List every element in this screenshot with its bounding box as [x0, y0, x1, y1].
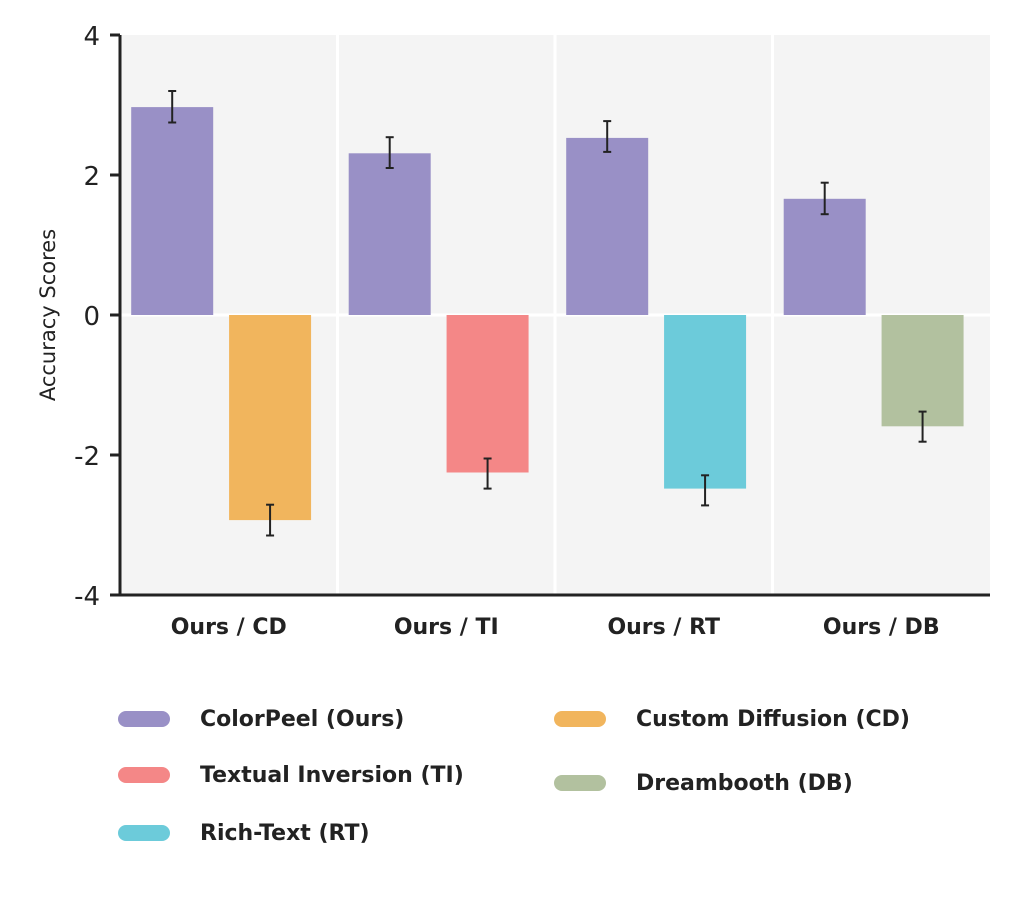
y-tick-label-4: 4: [83, 22, 100, 52]
bar-ours-db-colorpeel-ours: [783, 198, 866, 315]
x-tick-label-ours-cd: Ours / CD: [171, 615, 287, 640]
bar-ours-cd-colorpeel-ours: [131, 107, 214, 315]
bar-ours-rt-colorpeel-ours: [566, 137, 649, 315]
bar-ours-ti-textual-inversion-ti: [446, 315, 529, 473]
x-tick-label-ours-ti: Ours / TI: [394, 615, 499, 640]
bar-ours-rt-rich-text-rt: [664, 315, 747, 489]
labels: Ours / CD Ours / TI Ours / RT Ours / DB 4 2 0 -…: [74, 22, 940, 640]
x-tick-label-ours-rt: Ours / RT: [607, 615, 720, 640]
x-tick-label-ours-db: Ours / DB: [823, 615, 940, 640]
y-tick-label-0: 0: [83, 302, 100, 332]
bars: [131, 90, 964, 537]
bar-ours-db-dreambooth-db: [881, 315, 964, 427]
bar-ours-cd-custom-diffusion-cd: [229, 315, 312, 521]
y-axis-title: Accuracy Scores: [36, 229, 60, 401]
y-tick-label-neg4: -4: [74, 582, 100, 612]
y-tick-label-2: 2: [83, 162, 100, 192]
axes: [110, 33, 990, 597]
bar-ours-ti-colorpeel-ours: [348, 153, 431, 315]
y-tick-label-neg2: -2: [74, 442, 100, 472]
